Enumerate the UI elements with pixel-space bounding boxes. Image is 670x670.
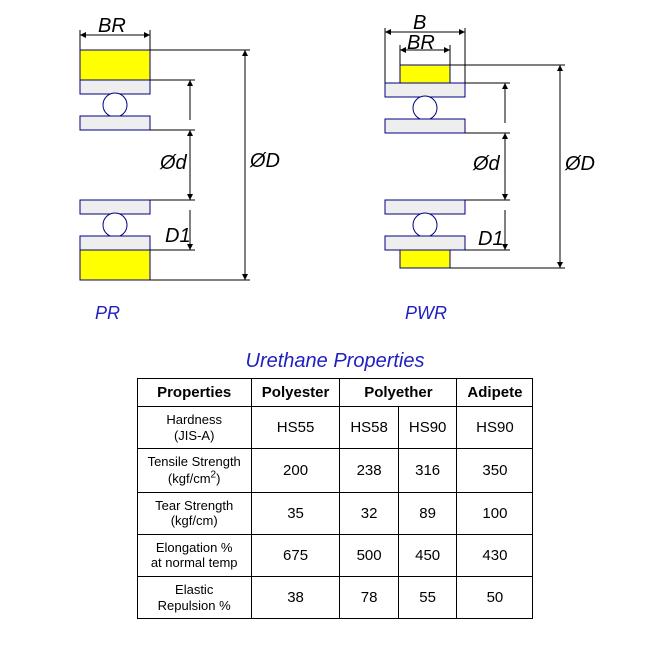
value-cell: 350 [457, 449, 533, 493]
table-row: Hardness(JIS-A)HS55HS58HS90HS90 [137, 407, 533, 449]
table-row: Tensile Strength(kgf/cm2)200238316350 [137, 449, 533, 493]
value-cell: 200 [251, 449, 340, 493]
label-bigd: ØD [250, 150, 280, 173]
label-d: Ød [160, 152, 187, 175]
label-br2: BR [407, 32, 435, 55]
col-properties: Properties [137, 379, 251, 407]
value-cell: 78 [340, 577, 399, 619]
table-row: Tear Strength(kgf/cm)353289100 [137, 492, 533, 534]
value-cell: 38 [251, 577, 340, 619]
prop-name-cell: Tear Strength(kgf/cm) [137, 492, 251, 534]
label-d1-2: D1 [478, 228, 504, 251]
diagram-pwr-name: PWR [405, 303, 447, 324]
col-polyester: Polyester [251, 379, 340, 407]
value-cell: 316 [398, 449, 457, 493]
label-d2: Ød [473, 153, 500, 176]
value-cell: 55 [398, 577, 457, 619]
value-cell: 450 [398, 534, 457, 576]
table-row: Elongation %at normal temp675500450430 [137, 534, 533, 576]
col-polyether: Polyether [340, 379, 457, 407]
value-cell: HS90 [398, 407, 457, 449]
table-header: Properties Polyester Polyether Adipete [137, 379, 533, 407]
prop-name-cell: Hardness(JIS-A) [137, 407, 251, 449]
value-cell: HS90 [457, 407, 533, 449]
value-cell: 35 [251, 492, 340, 534]
value-cell: 238 [340, 449, 399, 493]
label-br: BR [98, 15, 126, 38]
table-title: Urethane Properties [0, 350, 670, 373]
diagrams-area: BR Ød D1 ØD PR [0, 0, 670, 340]
diagram-pwr: B BR Ød D1 ØD PWR [355, 20, 605, 325]
prop-name-cell: Elongation %at normal temp [137, 534, 251, 576]
value-cell: 89 [398, 492, 457, 534]
value-cell: 500 [340, 534, 399, 576]
value-cell: 100 [457, 492, 533, 534]
diagram-pr: BR Ød D1 ØD PR [50, 20, 280, 325]
prop-name-cell: Tensile Strength(kgf/cm2) [137, 449, 251, 493]
col-adipete: Adipete [457, 379, 533, 407]
value-cell: 32 [340, 492, 399, 534]
value-cell: HS58 [340, 407, 399, 449]
value-cell: 50 [457, 577, 533, 619]
prop-name-cell: ElasticRepulsion % [137, 577, 251, 619]
label-d1: D1 [165, 225, 191, 248]
value-cell: 430 [457, 534, 533, 576]
diagram-pr-name: PR [95, 303, 120, 324]
properties-table: Properties Polyester Polyether Adipete H… [137, 378, 534, 619]
value-cell: HS55 [251, 407, 340, 449]
table-body: Hardness(JIS-A)HS55HS58HS90HS90Tensile S… [137, 407, 533, 619]
table-row: ElasticRepulsion %38785550 [137, 577, 533, 619]
value-cell: 675 [251, 534, 340, 576]
label-bigd2: ØD [565, 153, 595, 176]
